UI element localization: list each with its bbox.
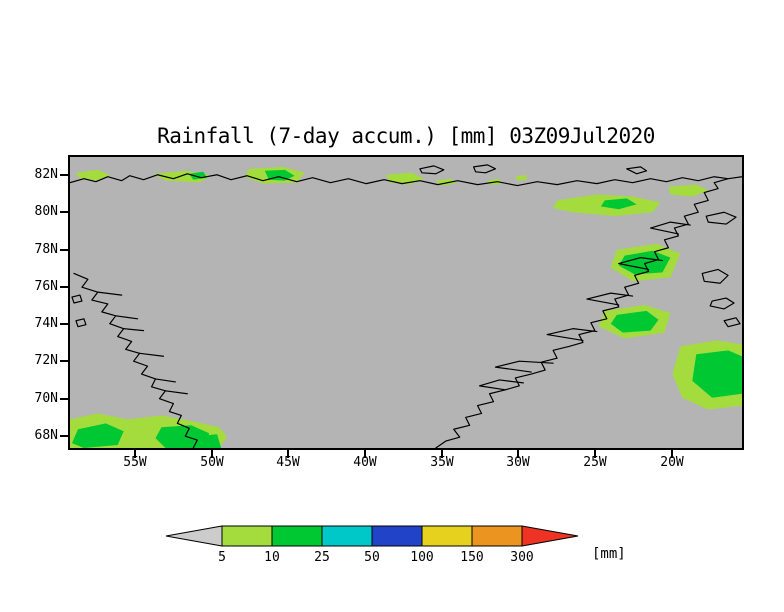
colorbar-segment (371, 525, 423, 547)
lat-tick (60, 249, 68, 251)
lat-tick (60, 435, 68, 437)
lon-tick (364, 450, 366, 458)
lat-tick (60, 360, 68, 362)
lat-tick (60, 211, 68, 213)
lat-label: 68N (34, 428, 58, 443)
colorbar-units-label: [mm] (592, 546, 626, 562)
lat-label: 80N (34, 204, 58, 219)
lon-label: 55W (123, 455, 147, 470)
lon-tick (594, 450, 596, 458)
lat-tick (60, 323, 68, 325)
lon-tick (441, 450, 443, 458)
lon-tick (671, 450, 673, 458)
colorbar-segment (221, 525, 273, 547)
colorbar-segment (271, 525, 323, 547)
lat-tick (60, 398, 68, 400)
rain-patches-bright (71, 169, 742, 448)
lon-tick (517, 450, 519, 458)
map-canvas (70, 164, 742, 448)
lat-label: 78N (34, 242, 58, 257)
colorbar-tick-label: 300 (510, 550, 534, 565)
colorbar-tick-label: 150 (460, 550, 484, 565)
lon-label: 30W (506, 455, 530, 470)
colorbar-tick-label: 25 (314, 550, 330, 565)
rain-patches-light (70, 166, 742, 448)
colorbar-tick-label: 100 (410, 550, 434, 565)
lon-label: 50W (200, 455, 224, 470)
colorbar-tick-label: 5 (218, 550, 226, 565)
colorbar-segment (321, 525, 373, 547)
lon-tick (211, 450, 213, 458)
chart-title: Rainfall (7-day accum.) [mm] 03Z09Jul202… (157, 124, 655, 148)
lon-tick (287, 450, 289, 458)
map-plot-area (68, 155, 744, 450)
lon-label: 40W (353, 455, 377, 470)
colorbar-below-min-arrow (165, 525, 223, 547)
lat-label: 72N (34, 353, 58, 368)
coastlines (70, 164, 742, 448)
colorbar-segment (421, 525, 473, 547)
colorbar-segment (471, 525, 523, 547)
colorbar (165, 525, 579, 547)
lat-label: 76N (34, 279, 58, 294)
lon-label: 20W (660, 455, 684, 470)
colorbar-above-max-arrow (521, 525, 579, 547)
lon-label: 45W (276, 455, 300, 470)
colorbar-tick-label: 10 (264, 550, 280, 565)
lat-label: 70N (34, 391, 58, 406)
colorbar-tick-label: 50 (364, 550, 380, 565)
lat-label: 74N (34, 316, 58, 331)
lon-tick (134, 450, 136, 458)
lat-tick (60, 286, 68, 288)
lat-tick (60, 174, 68, 176)
lon-label: 35W (430, 455, 454, 470)
lon-label: 25W (583, 455, 607, 470)
lat-label: 82N (34, 167, 58, 182)
